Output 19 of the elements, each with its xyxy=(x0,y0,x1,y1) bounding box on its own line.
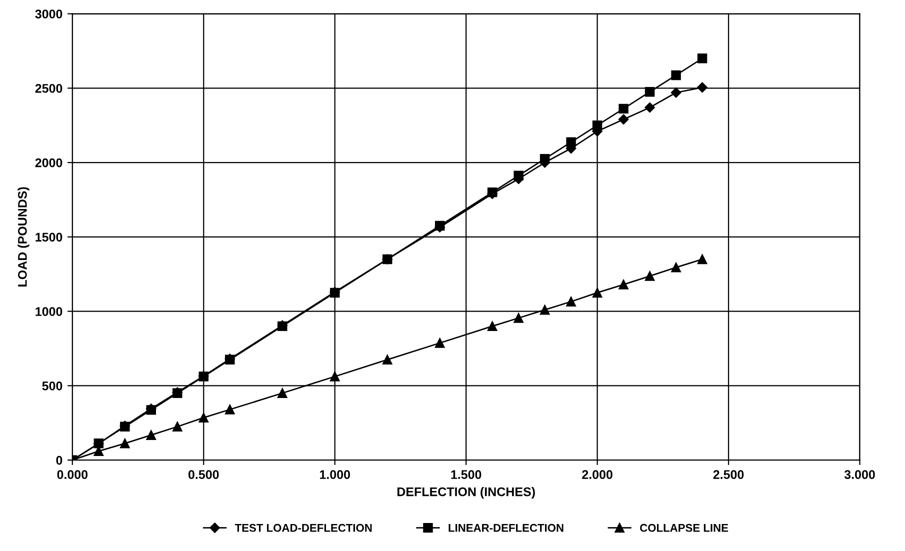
y-tick-label: 2500 xyxy=(35,84,62,93)
legend-label: TEST LOAD-DEFLECTION xyxy=(234,524,372,532)
y-tick-label: 1500 xyxy=(36,232,62,242)
x-axis-title: DEFLECTION (INCHES) xyxy=(397,487,535,499)
x-tick-label: 1.000 xyxy=(320,470,350,479)
y-axis-title: LOAD (POUNDS) xyxy=(18,187,30,286)
x-tick-label: 3.000 xyxy=(844,470,875,480)
y-tick-label: 1000 xyxy=(36,307,62,316)
y-tick-label: 3000 xyxy=(35,10,62,18)
x-tick-label: 0.000 xyxy=(57,470,88,479)
x-tick-label: 2.000 xyxy=(582,470,612,479)
y-tick-label: 500 xyxy=(42,382,62,390)
x-tick-label: 1.500 xyxy=(451,470,482,479)
x-tick-label: 2.500 xyxy=(713,470,744,479)
legend-label: LINEAR-DEFLECTION xyxy=(448,524,564,532)
x-tick-label: 0.500 xyxy=(188,470,219,479)
y-tick-label: 0 xyxy=(56,456,62,465)
y-tick-label: 2000 xyxy=(35,158,62,168)
legend-label: COLLAPSE LINE xyxy=(640,524,728,532)
